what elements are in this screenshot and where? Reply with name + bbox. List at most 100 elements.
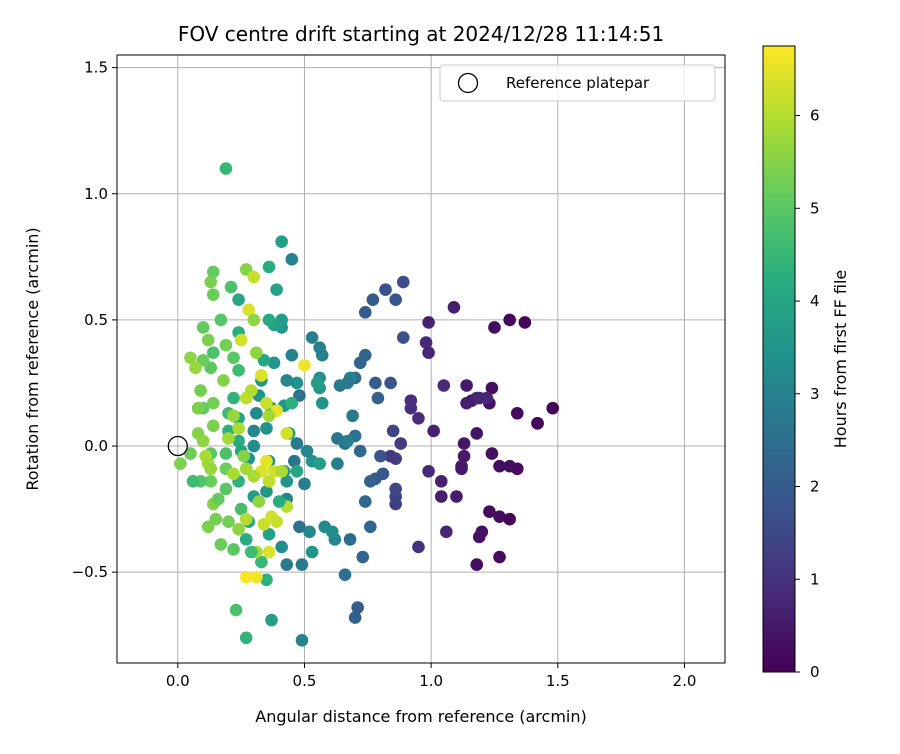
data-point <box>244 384 258 397</box>
data-point <box>531 417 544 430</box>
data-point <box>333 379 347 392</box>
data-point <box>196 321 210 334</box>
data-point <box>247 313 261 327</box>
data-point <box>318 520 332 534</box>
data-point <box>227 391 240 405</box>
plot-area: 0.0 0.5 1.0 1.5 2.0 −0.5 0.0 0.5 1.0 1.5 <box>72 54 726 690</box>
data-point <box>371 391 385 405</box>
data-point <box>189 361 202 375</box>
data-point <box>303 525 316 539</box>
data-point <box>275 235 288 248</box>
data-point <box>313 457 326 470</box>
y-tick-label: 0.5 <box>84 311 108 329</box>
data-point <box>229 603 243 617</box>
colorbar: 0 1 2 3 4 5 6 Hours from first FF file <box>762 45 850 681</box>
data-point <box>298 477 311 491</box>
data-point <box>285 396 299 410</box>
data-point <box>450 490 463 503</box>
data-point <box>358 495 372 508</box>
data-point <box>353 356 367 370</box>
data-point <box>493 550 506 564</box>
data-point <box>384 449 397 463</box>
data-point <box>280 427 294 440</box>
data-point <box>455 459 468 473</box>
data-point <box>247 424 261 438</box>
data-point <box>239 570 253 584</box>
data-point <box>201 520 215 534</box>
data-point <box>288 454 301 468</box>
data-point <box>217 374 230 387</box>
data-point <box>234 333 248 347</box>
data-point <box>239 512 253 526</box>
data-point <box>262 528 276 541</box>
data-point <box>404 394 418 407</box>
data-point <box>227 409 240 423</box>
data-point <box>232 522 245 536</box>
data-point <box>255 369 268 382</box>
reference-platepar-marker <box>167 435 188 457</box>
data-point <box>184 447 197 460</box>
data-point <box>358 306 372 319</box>
data-point <box>356 550 370 564</box>
data-point <box>351 601 364 614</box>
data-point <box>470 558 484 571</box>
data-point <box>262 475 276 488</box>
x-tick-label: 0.0 <box>166 672 190 690</box>
colorbar-tick-label: 2 <box>810 478 820 496</box>
data-point <box>483 505 496 518</box>
data-point <box>369 376 382 390</box>
data-point <box>234 502 248 516</box>
chart-title: FOV centre drift starting at 2024/12/28 … <box>178 22 664 46</box>
data-point <box>470 427 484 440</box>
data-point <box>422 316 435 329</box>
y-tick-label: −0.5 <box>72 563 108 581</box>
data-point <box>364 475 377 488</box>
colorbar-tick-label: 5 <box>810 199 820 217</box>
data-point <box>510 406 524 420</box>
data-point <box>265 613 278 627</box>
data-point <box>262 260 276 274</box>
data-point <box>293 520 306 534</box>
data-point <box>212 492 225 506</box>
data-point <box>364 520 377 534</box>
x-axis-label: Angular distance from reference (arcmin) <box>255 707 586 726</box>
data-point <box>227 543 240 556</box>
data-point <box>457 437 471 450</box>
data-point <box>239 631 253 645</box>
data-point <box>214 313 228 327</box>
data-point <box>374 449 387 463</box>
data-point <box>493 459 506 473</box>
data-point <box>250 346 263 359</box>
data-points <box>174 162 560 647</box>
data-point <box>470 391 484 405</box>
data-point <box>204 475 218 488</box>
data-point <box>480 391 494 405</box>
data-point <box>224 280 238 294</box>
legend-entry-label: Reference platepar <box>506 74 650 92</box>
data-point <box>252 495 266 508</box>
data-point <box>260 485 273 498</box>
data-point <box>290 464 304 478</box>
data-point <box>412 411 425 425</box>
data-point <box>503 313 516 327</box>
data-point <box>331 457 344 470</box>
data-point <box>204 275 218 289</box>
data-point <box>206 396 220 410</box>
data-point <box>341 434 354 448</box>
data-point <box>232 434 245 448</box>
y-tick-label: 0.0 <box>84 437 108 455</box>
data-point <box>232 422 245 435</box>
data-point <box>427 424 440 438</box>
data-point <box>262 409 276 423</box>
data-point <box>394 437 408 450</box>
data-point <box>272 495 286 508</box>
data-point <box>280 475 294 488</box>
colorbar-tick-label: 6 <box>810 107 820 125</box>
y-tick-label: 1.5 <box>84 59 108 77</box>
data-point <box>422 346 435 359</box>
data-point <box>191 401 205 415</box>
data-point <box>298 359 311 372</box>
data-point <box>412 540 425 554</box>
data-point <box>250 570 263 584</box>
